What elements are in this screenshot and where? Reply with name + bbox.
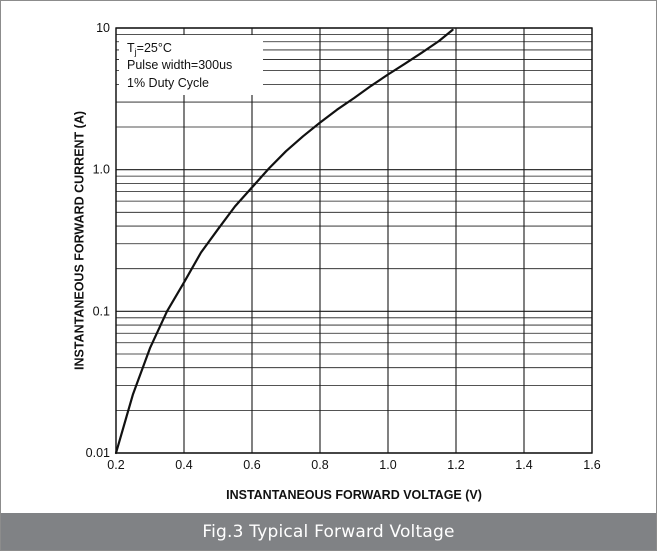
- y-tick-label: 0.1: [93, 304, 110, 318]
- x-tick-label: 1.2: [447, 458, 464, 472]
- y-tick-label: 10: [96, 21, 110, 35]
- x-tick-label: 0.4: [175, 458, 192, 472]
- figure-caption-text: Fig.3 Typical Forward Voltage: [202, 521, 455, 542]
- x-tick-label: 0.6: [243, 458, 260, 472]
- forward-voltage-curve: [114, 28, 454, 455]
- tick-labels: 0.2 0.4 0.6 0.8 1.0 1.2 1.4 1.6 0.01 0.1 1.0 10: [86, 21, 601, 472]
- legend-line-1-sub: j: [134, 47, 137, 57]
- forward-voltage-chart: Tj=25°C Pulse width=300us 1% Duty Cycle …: [72, 21, 601, 502]
- x-tick-label: 0.2: [107, 458, 124, 472]
- legend-line-2: Pulse width=300us: [127, 58, 232, 72]
- y-tick-label: 1.0: [93, 163, 110, 177]
- x-tick-label: 1.6: [583, 458, 600, 472]
- legend-line-1: Tj=25°C: [127, 41, 172, 57]
- plot-area: [114, 28, 454, 455]
- legend-line-1-rest: =25°C: [137, 41, 172, 55]
- x-axis-title: INSTANTANEOUS FORWARD VOLTAGE (V): [226, 488, 482, 502]
- legend-line-1-main: T: [127, 41, 135, 55]
- x-tick-label: 1.0: [379, 458, 396, 472]
- y-tick-label: 0.01: [86, 446, 110, 460]
- grid: [115, 27, 593, 454]
- legend: Tj=25°C Pulse width=300us 1% Duty Cycle: [119, 35, 263, 95]
- x-tick-label: 0.8: [311, 458, 328, 472]
- plot-border: [115, 27, 593, 454]
- y-axis-title: INSTANTANEOUS FORWARD CURRENT (A): [72, 111, 86, 370]
- legend-line-3: 1% Duty Cycle: [127, 76, 209, 90]
- figure-caption: Fig.3 Typical Forward Voltage: [1, 513, 656, 550]
- legend-box: [119, 35, 263, 95]
- x-tick-label: 1.4: [515, 458, 532, 472]
